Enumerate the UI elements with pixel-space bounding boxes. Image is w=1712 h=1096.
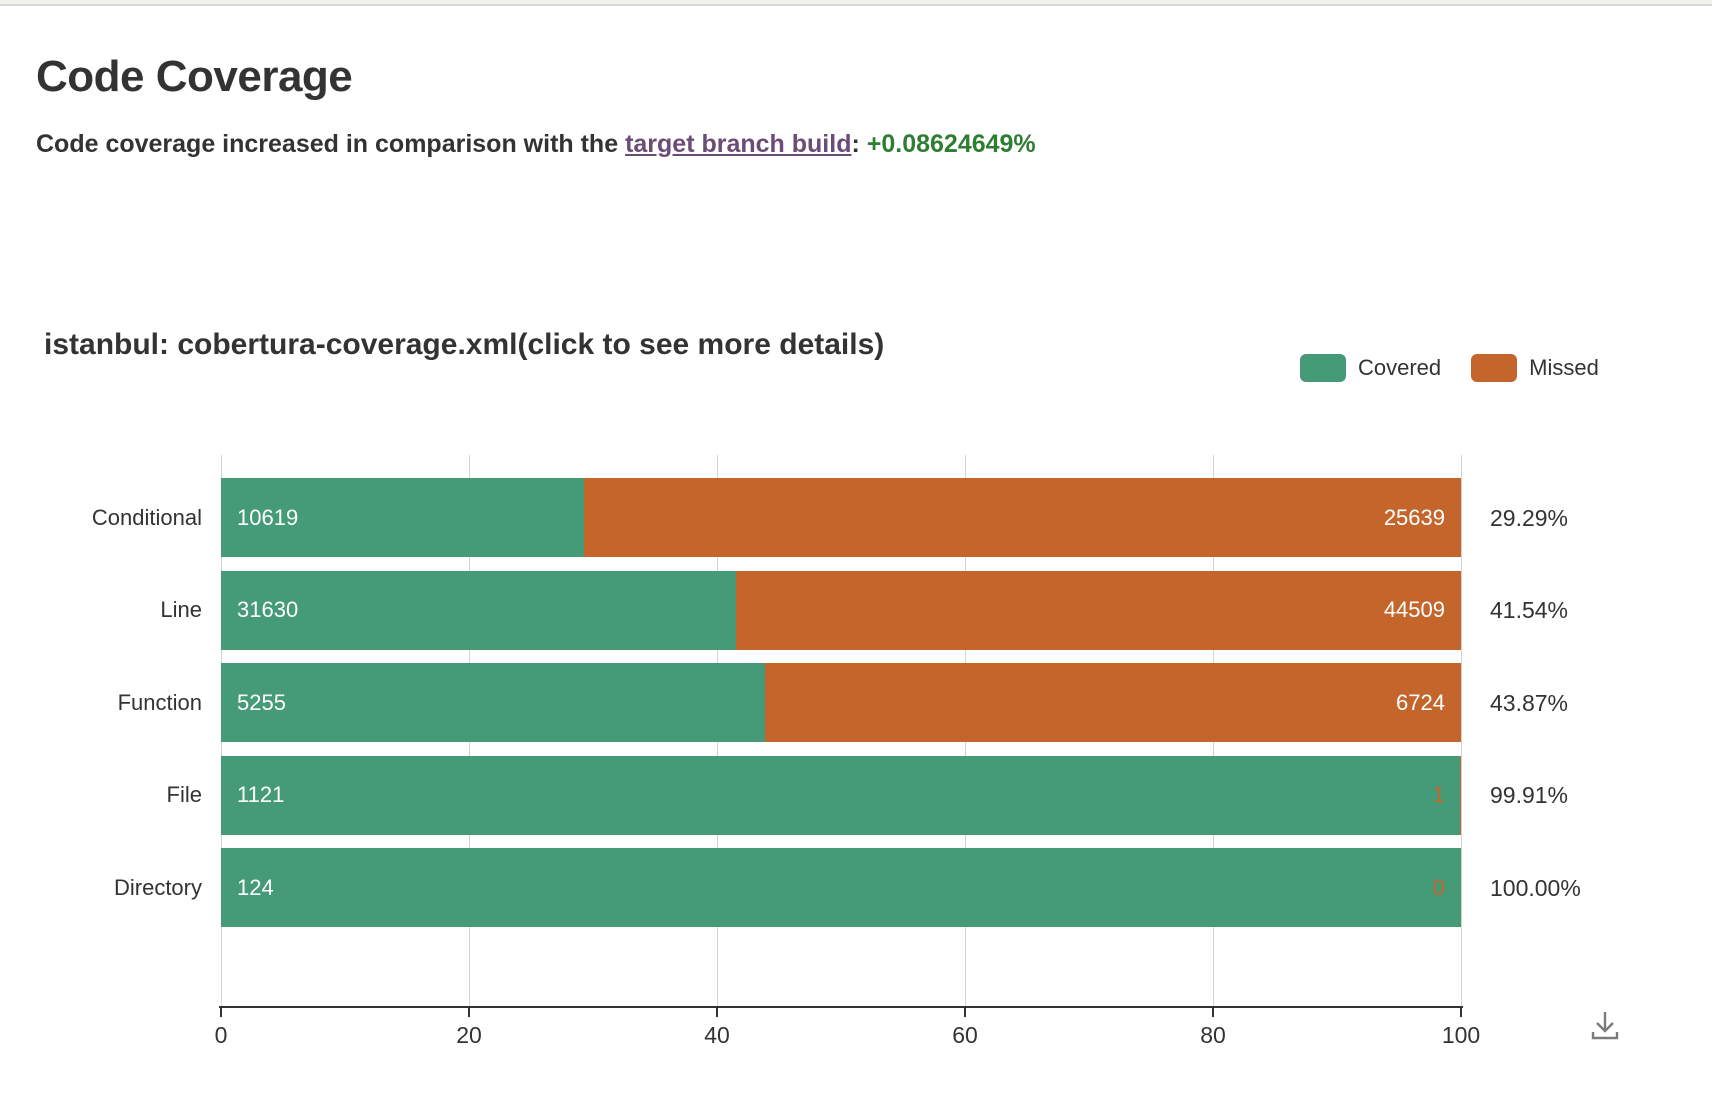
- axis-tick-label: 40: [704, 1022, 730, 1048]
- bar-covered-segment[interactable]: 124: [221, 848, 1461, 927]
- legend-swatch-covered-icon: [1300, 354, 1346, 382]
- legend-item-missed[interactable]: Missed: [1471, 354, 1599, 382]
- chart-title[interactable]: istanbul: cobertura-coverage.xml(click t…: [44, 328, 885, 361]
- page-title: Code Coverage: [36, 52, 353, 101]
- bar-covered-segment[interactable]: 31630: [221, 570, 737, 650]
- bar-missed-segment[interactable]: [736, 570, 1461, 650]
- bar-track[interactable]: 5255 6724: [221, 663, 1461, 742]
- percent-label: 99.91%: [1490, 782, 1569, 808]
- percent-label: 29.29%: [1490, 504, 1569, 531]
- missed-value-label: 6724: [1396, 689, 1445, 715]
- bar-track[interactable]: 10619 25639: [221, 478, 1461, 557]
- target-branch-build-link[interactable]: target branch build: [625, 130, 852, 158]
- coverage-bar-chart: 0 20 40 60 80 100 Conditional 10619 25639 29.…: [0, 420, 1712, 1096]
- axis-tick: [220, 1008, 222, 1017]
- bar-track[interactable]: 124 0: [221, 848, 1461, 927]
- legend-label-missed: Missed: [1529, 355, 1599, 380]
- coverage-summary: Code coverage increased in comparison wi…: [36, 130, 1036, 159]
- bar-missed-segment[interactable]: [764, 663, 1461, 742]
- bar-covered-segment[interactable]: 5255: [221, 663, 765, 742]
- axis-tick: [1212, 1008, 1214, 1017]
- missed-value-label: 44509: [1383, 597, 1445, 622]
- coverage-summary-text: Code coverage increased in comparison wi…: [36, 130, 626, 158]
- axis-tick-label: 60: [952, 1022, 978, 1048]
- axis-tick: [1460, 1008, 1462, 1017]
- bar-track[interactable]: 31630 44509: [221, 570, 1461, 650]
- percent-label: 43.87%: [1490, 689, 1569, 716]
- category-label: Conditional: [91, 504, 202, 530]
- axis-tick-label: 0: [214, 1022, 228, 1048]
- covered-value-label: 5255: [237, 689, 286, 715]
- covered-value-label: 10619: [237, 504, 299, 530]
- covered-value-label: 124: [237, 874, 274, 900]
- bar-missed-segment[interactable]: [1459, 755, 1461, 835]
- bar-covered-segment[interactable]: 1121: [221, 755, 1460, 835]
- missed-value-label: 1: [1432, 782, 1445, 807]
- grid-line: [1461, 455, 1462, 1006]
- chart-legend: Covered Missed: [1300, 354, 1599, 382]
- axis-tick: [468, 1008, 470, 1017]
- bar-missed-segment[interactable]: [584, 478, 1461, 557]
- axis-tick-label: 100: [1441, 1022, 1481, 1048]
- bar-covered-segment[interactable]: 10619: [221, 478, 585, 557]
- category-label: Line: [160, 597, 202, 622]
- category-label: Directory: [113, 874, 202, 900]
- axis-tick: [716, 1008, 718, 1017]
- axis-tick-label: 80: [1200, 1022, 1226, 1048]
- axis-tick-label: 20: [456, 1022, 482, 1048]
- legend-item-covered[interactable]: Covered: [1300, 354, 1441, 382]
- x-axis-line: [219, 1006, 1463, 1008]
- summary-separator: :: [851, 130, 867, 158]
- category-label: Function: [117, 689, 202, 715]
- covered-value-label: 1121: [237, 782, 285, 807]
- bar-track[interactable]: 1121 1: [221, 755, 1461, 835]
- legend-label-covered: Covered: [1358, 355, 1442, 380]
- category-label: File: [166, 782, 202, 807]
- percent-label: 41.54%: [1490, 597, 1569, 623]
- missed-value-label: 25639: [1383, 504, 1445, 530]
- missed-value-label: 0: [1432, 874, 1445, 900]
- legend-swatch-missed-icon: [1471, 354, 1518, 382]
- download-icon[interactable]: [1584, 1006, 1626, 1048]
- axis-tick: [964, 1008, 966, 1017]
- top-divider: [0, 0, 1712, 6]
- covered-value-label: 31630: [237, 597, 299, 622]
- percent-label: 100.00%: [1490, 874, 1581, 901]
- coverage-delta-value: +0.08624649%: [866, 130, 1036, 158]
